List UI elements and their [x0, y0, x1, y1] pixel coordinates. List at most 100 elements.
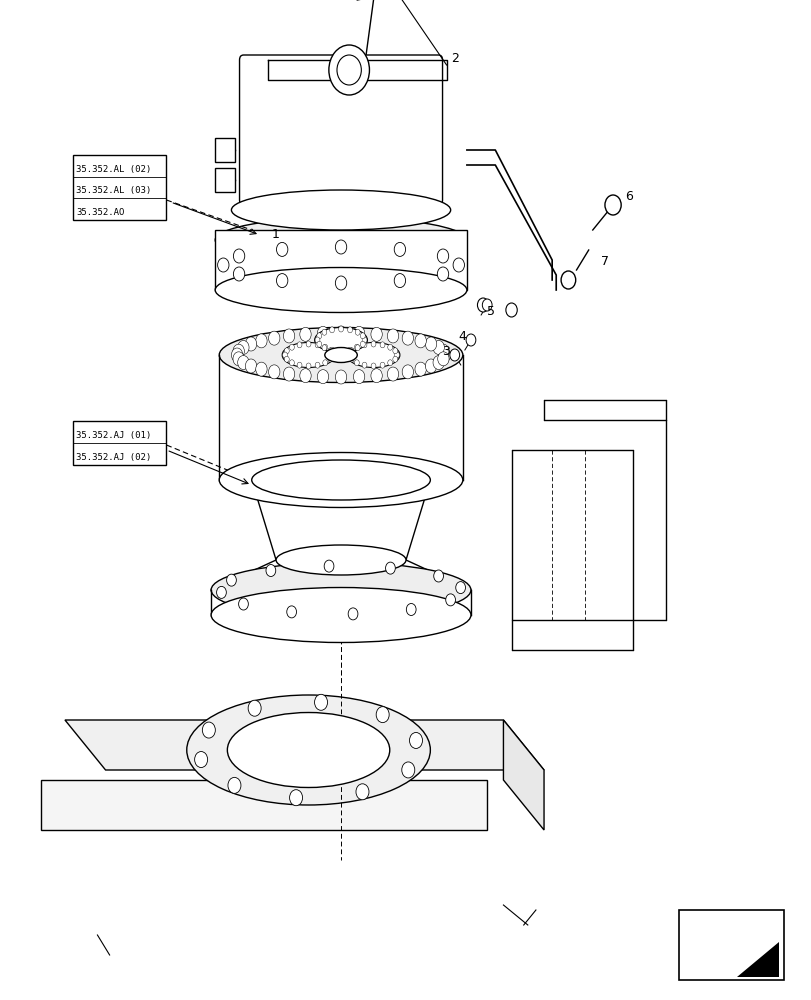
Circle shape [316, 341, 321, 347]
Circle shape [328, 45, 369, 95]
Circle shape [266, 565, 276, 577]
Circle shape [321, 345, 326, 351]
Circle shape [317, 370, 328, 384]
Circle shape [477, 298, 488, 312]
Circle shape [347, 327, 352, 333]
Circle shape [348, 608, 358, 620]
Circle shape [437, 267, 448, 281]
Polygon shape [41, 780, 487, 830]
Circle shape [604, 195, 620, 215]
Circle shape [283, 329, 294, 343]
Polygon shape [736, 942, 778, 976]
Circle shape [433, 570, 443, 582]
Ellipse shape [219, 328, 462, 382]
Circle shape [362, 342, 367, 348]
Circle shape [449, 349, 459, 361]
Circle shape [388, 344, 393, 350]
Circle shape [362, 362, 367, 368]
Circle shape [335, 276, 346, 290]
Circle shape [316, 333, 321, 339]
Circle shape [338, 348, 343, 354]
Ellipse shape [324, 348, 357, 362]
Circle shape [297, 342, 302, 348]
Text: 5: 5 [487, 305, 495, 318]
Circle shape [360, 333, 365, 339]
Ellipse shape [276, 545, 406, 575]
Text: 3: 3 [442, 345, 450, 358]
Circle shape [289, 344, 294, 350]
Circle shape [437, 344, 448, 358]
Circle shape [315, 362, 320, 368]
Circle shape [286, 606, 296, 618]
Circle shape [283, 367, 294, 381]
Circle shape [268, 365, 280, 379]
Ellipse shape [215, 218, 466, 262]
Text: 1: 1 [272, 228, 280, 241]
Circle shape [347, 347, 352, 353]
Circle shape [255, 334, 267, 348]
Circle shape [401, 331, 413, 345]
Circle shape [349, 356, 354, 362]
Circle shape [226, 574, 236, 586]
Circle shape [245, 337, 256, 351]
Circle shape [231, 348, 242, 362]
Circle shape [371, 363, 375, 369]
Circle shape [393, 356, 397, 362]
Circle shape [387, 329, 398, 343]
Circle shape [329, 327, 334, 333]
Circle shape [323, 344, 328, 350]
Circle shape [255, 362, 267, 376]
Circle shape [228, 777, 241, 793]
Circle shape [238, 340, 249, 354]
Circle shape [385, 562, 395, 574]
Circle shape [360, 341, 365, 347]
Text: 35.352.AL (02): 35.352.AL (02) [76, 165, 152, 174]
Circle shape [455, 582, 465, 594]
Circle shape [245, 359, 256, 373]
Circle shape [238, 356, 249, 370]
Ellipse shape [282, 342, 334, 367]
Circle shape [233, 344, 244, 358]
Circle shape [315, 337, 320, 343]
Circle shape [453, 258, 464, 272]
Circle shape [380, 342, 384, 348]
Circle shape [445, 594, 455, 606]
Circle shape [233, 267, 244, 281]
Circle shape [560, 271, 575, 289]
Circle shape [354, 344, 358, 350]
Circle shape [297, 362, 302, 368]
Circle shape [393, 348, 397, 354]
Circle shape [282, 352, 287, 358]
Bar [73, 421, 166, 465]
Text: 35.352.AJ (01): 35.352.AJ (01) [76, 431, 152, 440]
Ellipse shape [314, 328, 367, 353]
Bar [215, 230, 466, 290]
Circle shape [238, 598, 248, 610]
Circle shape [362, 337, 367, 343]
Circle shape [347, 352, 352, 358]
Circle shape [335, 240, 346, 254]
Bar [215, 138, 235, 162]
Bar [678, 910, 783, 980]
Circle shape [393, 242, 405, 256]
Circle shape [393, 274, 405, 288]
Circle shape [371, 369, 382, 383]
Circle shape [439, 348, 450, 362]
Circle shape [299, 369, 311, 383]
Circle shape [324, 560, 333, 572]
Ellipse shape [251, 460, 430, 500]
Circle shape [432, 356, 444, 370]
Text: 35.352.AJ (02): 35.352.AJ (02) [76, 453, 152, 462]
Circle shape [409, 732, 422, 748]
Circle shape [306, 363, 311, 369]
Circle shape [371, 341, 375, 347]
Circle shape [315, 342, 320, 348]
Circle shape [466, 334, 475, 346]
Circle shape [329, 352, 334, 358]
Circle shape [317, 326, 328, 340]
Polygon shape [65, 720, 543, 770]
Circle shape [355, 784, 368, 800]
Circle shape [425, 337, 436, 351]
Ellipse shape [215, 267, 466, 312]
Ellipse shape [211, 587, 470, 643]
